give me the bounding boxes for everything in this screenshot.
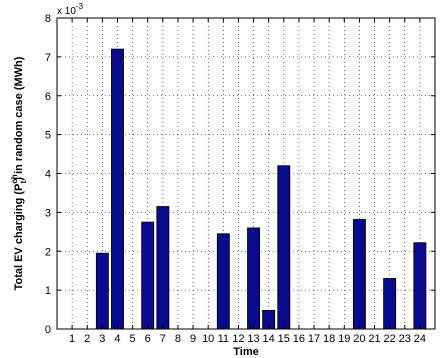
bar [111, 48, 124, 330]
x-tick-label: 24 [414, 333, 426, 345]
x-tick-label: 7 [160, 333, 166, 345]
x-tick-label: 22 [384, 333, 396, 345]
bar [277, 165, 291, 330]
y-axis-ticks: 0 1 2 3 4 5 6 7 8 [45, 13, 435, 336]
bar [383, 278, 397, 330]
y-tick-label: 2 [45, 246, 51, 258]
x-axis-label: Time [233, 346, 258, 358]
x-tick-label: 6 [145, 333, 151, 345]
x-tick-label: 18 [323, 333, 335, 345]
bar [352, 218, 366, 330]
x-tick-label: 13 [247, 333, 259, 345]
bar [247, 227, 261, 330]
y-tick-label: 5 [45, 130, 51, 142]
y-tick-label: 8 [45, 13, 51, 25]
x-tick-label: 19 [338, 333, 350, 345]
x-tick-label: 10 [202, 333, 214, 345]
x-tick-label: 20 [353, 333, 365, 345]
x-tick-label: 2 [84, 333, 90, 345]
y-axis-label-prefix: Total EV charging (P [13, 184, 25, 291]
bar [141, 221, 155, 330]
y-tick-label: 7 [45, 52, 51, 64]
x-tick-label: 1 [69, 333, 75, 345]
bar [216, 233, 230, 330]
bar-series [95, 48, 427, 330]
bar [156, 206, 170, 330]
bar [95, 252, 109, 330]
x-tick-label: 14 [263, 333, 275, 345]
x-tick-label: 16 [293, 333, 305, 345]
x-tick-label: 9 [190, 333, 196, 345]
x-tick-label: 5 [130, 333, 136, 345]
y-tick-label: 3 [45, 207, 51, 219]
x-tick-label: 17 [308, 333, 320, 345]
x-tick-label: 8 [175, 333, 181, 345]
y-tick-label: 6 [45, 91, 51, 103]
y-tick-label: 4 [45, 169, 51, 181]
y-scale-multiplier: x 10-3 [57, 2, 84, 17]
y-axis-label-superscript: ch [10, 174, 19, 183]
y-scale-exponent: -3 [76, 2, 84, 11]
x-tick-label: 3 [99, 333, 105, 345]
x-tick-label: 11 [218, 333, 229, 345]
y-axis-label-suffix: ) in random case (MWh) [13, 56, 25, 180]
y-tick-label: 1 [45, 285, 51, 297]
x-axis-ticks: 1 2 3 4 5 6 7 8 9 10 11 12 13 14 15 16 17 18 19 20 21 22 23 24 [69, 18, 426, 345]
y-tick-label: 0 [45, 324, 51, 336]
bar [413, 242, 427, 330]
y-axis-label: Total EV charging (Pcht) in random case … [10, 56, 28, 290]
x-tick-label: 12 [232, 333, 244, 345]
x-tick-label: 21 [368, 333, 380, 345]
x-tick-label: 4 [114, 333, 120, 345]
y-axis-label-subscript: t [19, 180, 28, 183]
y-scale-base: x 10 [57, 6, 76, 17]
x-tick-label: 23 [399, 333, 411, 345]
x-tick-label: 15 [278, 333, 290, 345]
